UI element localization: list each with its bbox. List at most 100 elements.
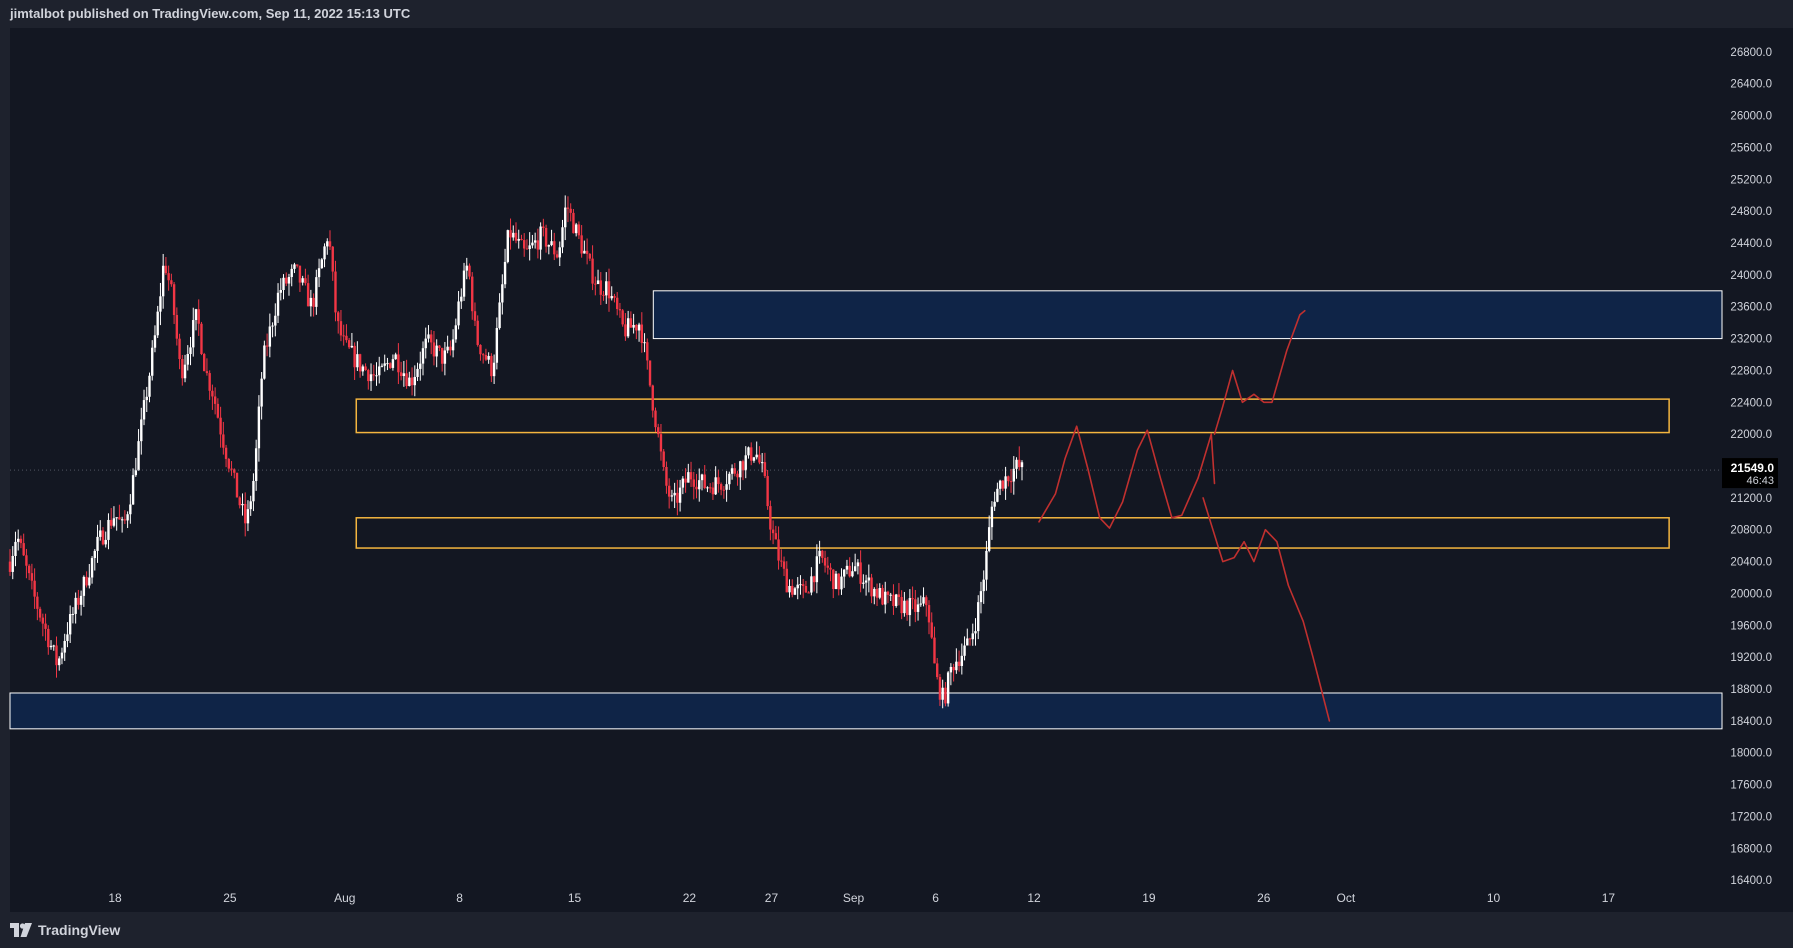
candle bbox=[922, 587, 925, 607]
y-tick-label: 17200.0 bbox=[1730, 811, 1772, 823]
candle bbox=[263, 340, 266, 380]
projection-path[interactable] bbox=[1202, 497, 1331, 722]
candle bbox=[358, 353, 362, 378]
candle bbox=[501, 274, 504, 315]
candle bbox=[900, 590, 903, 620]
candle bbox=[304, 268, 307, 286]
candle bbox=[271, 322, 274, 338]
candle bbox=[79, 590, 83, 616]
candle bbox=[558, 241, 561, 267]
candle bbox=[528, 232, 531, 261]
candle bbox=[1020, 460, 1024, 481]
candle bbox=[265, 333, 269, 357]
candle bbox=[339, 309, 343, 342]
candle bbox=[449, 340, 452, 356]
candle bbox=[383, 354, 386, 372]
candle bbox=[211, 384, 214, 410]
candle bbox=[725, 471, 728, 502]
candle bbox=[848, 557, 851, 578]
candle bbox=[635, 324, 638, 340]
publish-header: jimtalbot published on TradingView.com, … bbox=[0, 0, 1793, 28]
candle bbox=[153, 325, 157, 353]
candle bbox=[1015, 457, 1018, 479]
candle bbox=[11, 546, 14, 580]
candle bbox=[386, 357, 389, 371]
y-tick-label: 16400.0 bbox=[1730, 875, 1772, 887]
candle bbox=[585, 238, 589, 265]
candle bbox=[963, 636, 966, 661]
y-tick-label: 26000.0 bbox=[1730, 111, 1772, 123]
y-tick-label: 25200.0 bbox=[1730, 174, 1772, 186]
candle bbox=[903, 591, 906, 617]
x-tick-label: 12 bbox=[1027, 891, 1041, 905]
candle bbox=[553, 232, 556, 261]
candle bbox=[884, 581, 887, 614]
candle bbox=[295, 264, 299, 268]
candle bbox=[862, 574, 865, 589]
candle bbox=[823, 550, 827, 573]
candle bbox=[626, 310, 630, 339]
resistance-zone[interactable] bbox=[355, 398, 1670, 434]
candle bbox=[375, 362, 378, 386]
candle bbox=[974, 618, 977, 646]
candle bbox=[301, 275, 304, 286]
demand-zone[interactable] bbox=[9, 692, 1723, 730]
candle bbox=[569, 203, 572, 222]
candle bbox=[618, 302, 622, 318]
candle bbox=[279, 278, 282, 301]
candle bbox=[282, 274, 285, 300]
candle bbox=[818, 540, 821, 564]
candle bbox=[205, 358, 209, 376]
price-chart[interactable]: 26800.0 26400.0 26000.0 25600.0 25200.0 24800… bbox=[0, 0, 1793, 912]
candle bbox=[410, 367, 414, 396]
candle bbox=[804, 580, 808, 593]
x-tick-label: Aug bbox=[334, 891, 355, 905]
x-tick-label: Sep bbox=[843, 891, 865, 905]
candle bbox=[621, 308, 624, 327]
candle bbox=[394, 352, 397, 360]
candle bbox=[736, 470, 739, 486]
candle bbox=[413, 365, 416, 397]
candle bbox=[107, 513, 110, 550]
candle bbox=[916, 597, 920, 621]
candle bbox=[334, 260, 337, 322]
projection-path[interactable] bbox=[1213, 309, 1306, 435]
candle bbox=[512, 225, 515, 241]
support-zone[interactable] bbox=[355, 517, 1670, 549]
candle bbox=[875, 583, 879, 607]
y-tick-label: 22800.0 bbox=[1730, 365, 1772, 377]
candle bbox=[799, 575, 802, 595]
candle bbox=[610, 286, 613, 301]
candle bbox=[82, 575, 86, 607]
candle bbox=[367, 368, 370, 390]
candle bbox=[170, 273, 173, 287]
candle bbox=[815, 544, 819, 594]
candle bbox=[637, 322, 641, 342]
x-tick-label: 19 bbox=[1142, 891, 1156, 905]
y-tick-label: 16800.0 bbox=[1730, 843, 1772, 855]
candle bbox=[955, 648, 958, 674]
candle bbox=[791, 579, 794, 598]
candle bbox=[599, 272, 602, 305]
candle bbox=[36, 592, 39, 621]
candle bbox=[684, 468, 687, 493]
supply-zone[interactable] bbox=[652, 290, 1723, 340]
candle bbox=[460, 288, 463, 309]
tradingview-brand[interactable]: TradingView bbox=[10, 920, 120, 940]
candle bbox=[728, 471, 731, 490]
candle bbox=[312, 293, 315, 317]
candle bbox=[878, 583, 881, 600]
x-tick-label: 15 bbox=[568, 891, 582, 905]
candle bbox=[364, 363, 367, 371]
candle bbox=[607, 268, 611, 312]
projection-path[interactable] bbox=[1038, 425, 1216, 529]
candle bbox=[487, 352, 490, 364]
candle bbox=[646, 338, 649, 370]
candle bbox=[49, 640, 53, 650]
candle bbox=[566, 196, 570, 223]
candle bbox=[667, 478, 671, 509]
candle bbox=[181, 354, 184, 386]
candle bbox=[33, 568, 36, 609]
candle bbox=[254, 439, 258, 491]
candle bbox=[832, 569, 835, 599]
